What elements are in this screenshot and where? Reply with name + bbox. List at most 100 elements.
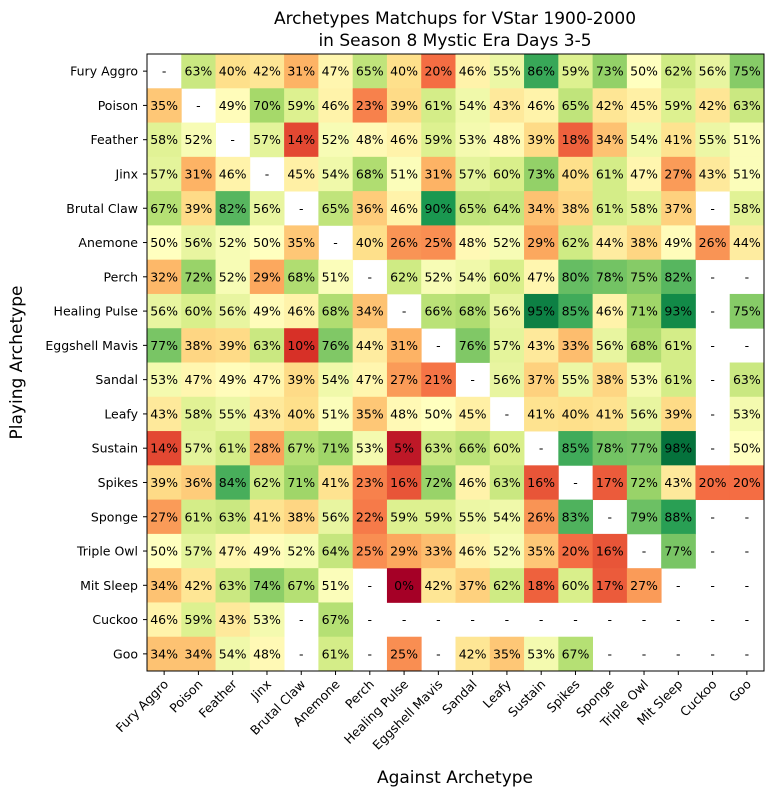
heatmap-cell <box>592 259 628 295</box>
heatmap-cell <box>489 156 525 192</box>
cell-value-label: 60% <box>493 441 521 456</box>
heatmap-cell <box>318 602 354 638</box>
cell-value-label: 34% <box>527 201 555 216</box>
cell-value-label: 48% <box>459 235 487 250</box>
cell-value-label: 70% <box>253 98 281 113</box>
heatmap-cell <box>352 533 388 569</box>
heatmap-cell <box>626 568 662 603</box>
heatmap-cell <box>626 191 662 226</box>
heatmap-cell <box>421 54 456 89</box>
heatmap-cell <box>386 499 422 535</box>
x-tick-label: Fury Aggro <box>113 677 172 736</box>
heatmap-cell <box>386 396 422 432</box>
cell-value-label: - <box>676 578 681 593</box>
cell-value-label: 65% <box>459 201 487 216</box>
heatmap-cell <box>352 328 388 363</box>
heatmap-cell <box>181 293 216 329</box>
cell-value-label: 40% <box>287 406 315 421</box>
cell-value-label: 39% <box>219 338 247 353</box>
cell-value-label: 18% <box>527 578 555 593</box>
cell-value-label: 41% <box>253 509 281 524</box>
heatmap-cell <box>249 54 285 89</box>
heatmap-cell <box>489 54 525 89</box>
cell-value-label: - <box>573 612 578 627</box>
heatmap-cell <box>455 259 491 295</box>
cell-value-label: 39% <box>390 98 418 113</box>
heatmap-cell <box>147 602 182 638</box>
cell-value-label: 45% <box>630 98 658 113</box>
heatmap-cell <box>524 88 559 123</box>
cell-value-label: 21% <box>424 372 452 387</box>
heatmap-cell <box>421 225 456 261</box>
cell-value-label: 29% <box>253 269 281 284</box>
cell-value-label: 46% <box>596 304 624 319</box>
cell-value-label: 47% <box>219 544 247 559</box>
cell-value-label: 37% <box>459 578 487 593</box>
cell-value-label: - <box>710 544 715 559</box>
heatmap-cell <box>592 54 628 89</box>
cell-value-label: 47% <box>185 372 213 387</box>
cell-value-label: 54% <box>630 132 658 147</box>
heatmap-cell <box>215 156 251 192</box>
cell-value-label: - <box>333 235 338 250</box>
heatmap-cell <box>147 191 182 226</box>
cell-value-label: - <box>436 338 441 353</box>
cell-value-label: 54% <box>459 269 487 284</box>
cell-value-label: 46% <box>287 304 315 319</box>
heatmap-cell <box>661 431 696 466</box>
cell-value-label: 32% <box>150 269 178 284</box>
heatmap-cell <box>558 431 594 466</box>
heatmap-cell <box>489 533 525 569</box>
cell-value-label: 49% <box>253 304 281 319</box>
cell-value-label: 27% <box>150 509 178 524</box>
heatmap-cell <box>592 122 628 158</box>
cell-value-label: 61% <box>664 338 692 353</box>
cell-value-label: 53% <box>733 406 761 421</box>
cell-value-label: 56% <box>253 201 281 216</box>
cell-value-label: 86% <box>527 64 555 79</box>
heatmap-cell <box>249 122 285 158</box>
cell-value-label: 72% <box>630 475 658 490</box>
cell-value-label: 68% <box>356 166 384 181</box>
heatmap-cell <box>386 259 422 295</box>
cell-value-label: 0% <box>394 578 414 593</box>
heatmap-cell <box>249 225 285 261</box>
heatmap-cell <box>729 362 765 398</box>
heatmap-cell <box>729 156 765 192</box>
heatmap-cell <box>661 328 696 363</box>
heatmap-cell <box>352 191 388 226</box>
cell-value-label: 83% <box>562 509 590 524</box>
heatmap-cell <box>558 636 594 672</box>
cell-value-label: 78% <box>596 269 624 284</box>
cell-value-label: 50% <box>253 235 281 250</box>
cell-value-label: 60% <box>493 166 521 181</box>
cell-value-label: 55% <box>562 372 590 387</box>
heatmap-cell <box>524 54 559 89</box>
heatmap-cell <box>626 362 662 398</box>
cell-value-label: 55% <box>459 509 487 524</box>
cell-value-label: 16% <box>390 475 418 490</box>
heatmap-cell <box>592 396 628 432</box>
heatmap-cell <box>215 293 251 329</box>
cell-value-label: 20% <box>424 64 452 79</box>
cell-value-label: - <box>299 646 304 661</box>
cell-value-label: 57% <box>185 441 213 456</box>
cell-value-label: 75% <box>630 269 658 284</box>
heatmap-cell <box>661 259 696 295</box>
cell-value-label: 34% <box>150 578 178 593</box>
y-tick-label: Feather <box>90 132 138 147</box>
cell-value-label: 27% <box>664 166 692 181</box>
cell-value-label: 59% <box>390 509 418 524</box>
cell-value-label: 29% <box>527 235 555 250</box>
cell-value-label: 35% <box>493 646 521 661</box>
heatmap-cell <box>558 568 594 603</box>
cell-value-label: 14% <box>150 441 178 456</box>
cell-value-label: 63% <box>253 338 281 353</box>
heatmap-cell <box>318 259 354 295</box>
cell-value-label: 34% <box>596 132 624 147</box>
cell-value-label: - <box>368 269 373 284</box>
heatmap-cell <box>455 156 491 192</box>
cell-value-label: 25% <box>424 235 452 250</box>
cell-value-label: - <box>745 269 750 284</box>
cell-value-label: 40% <box>390 64 418 79</box>
